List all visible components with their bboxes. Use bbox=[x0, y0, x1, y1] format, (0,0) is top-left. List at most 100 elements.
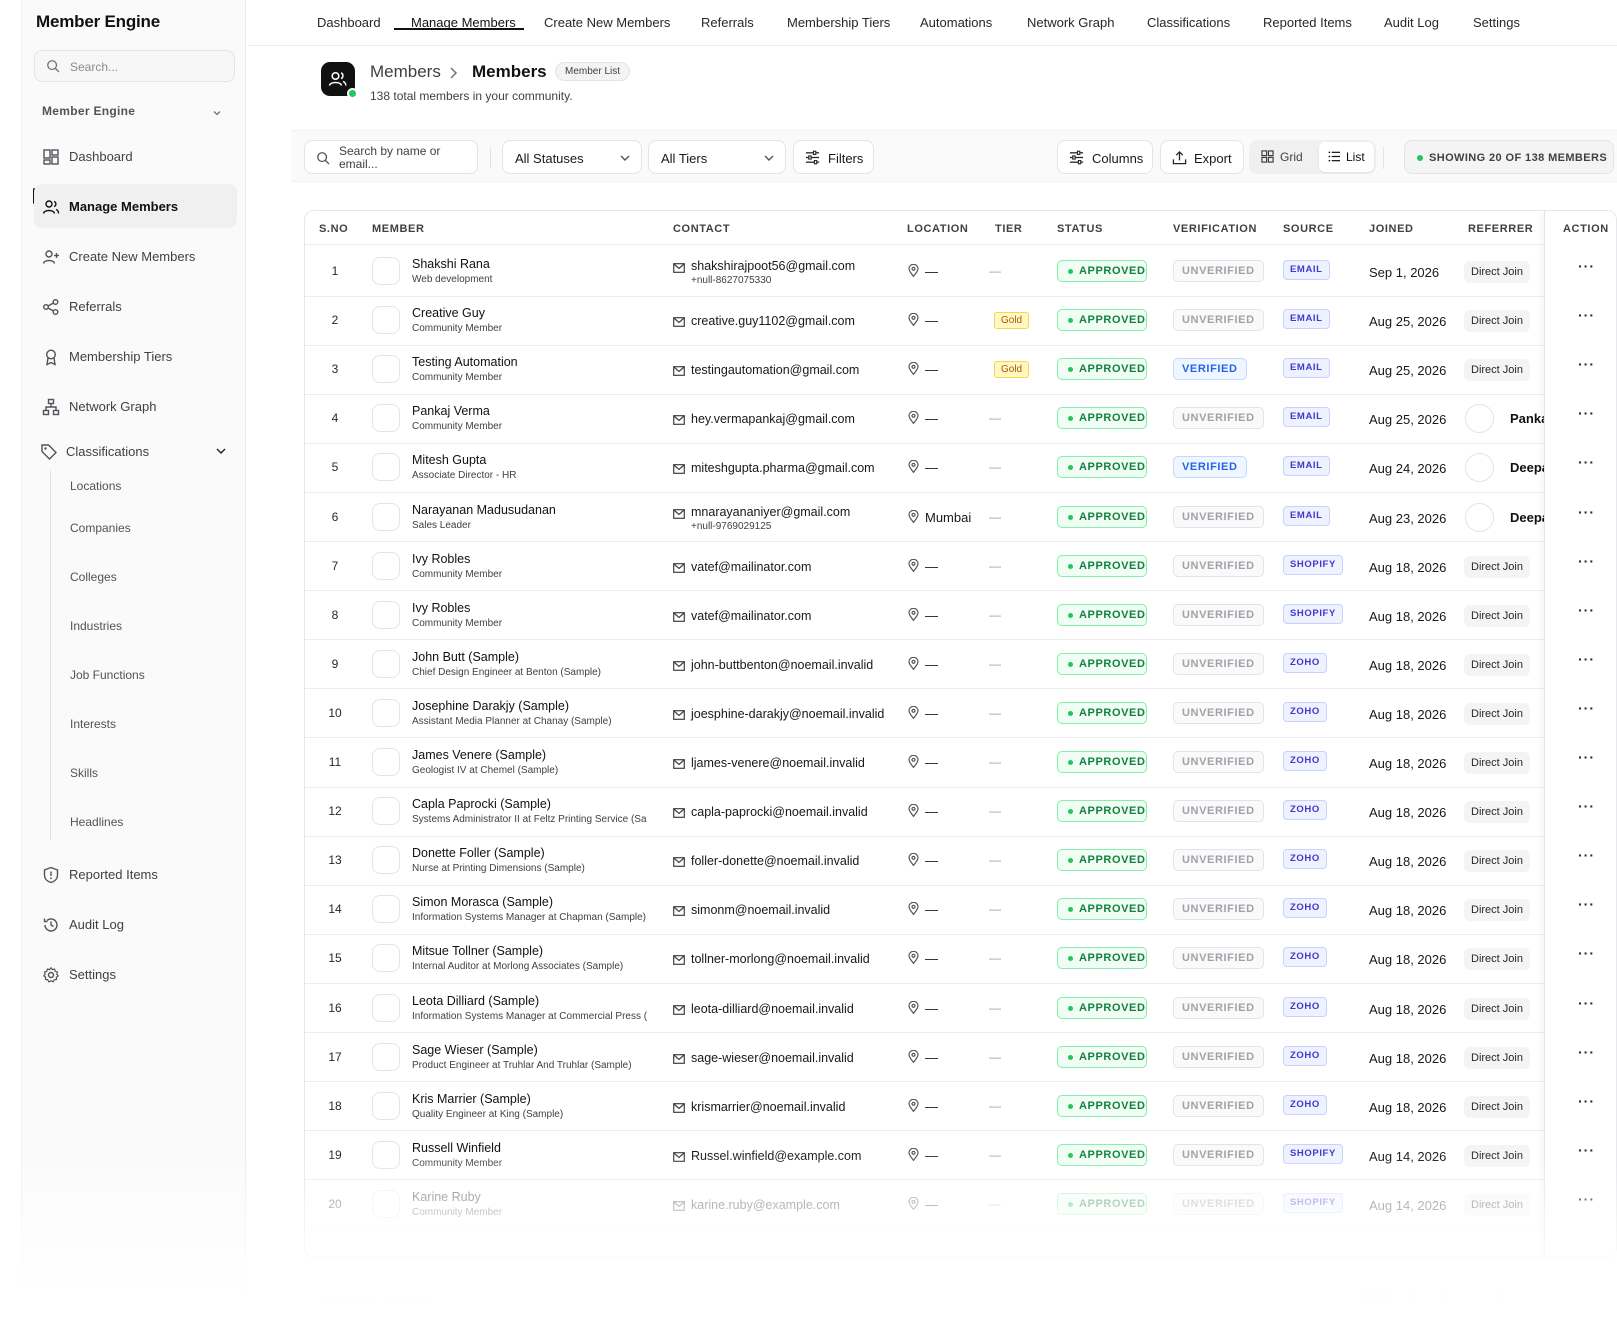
sidebar-subitem-job-functions[interactable]: Job Functions bbox=[70, 668, 145, 682]
more-actions-icon[interactable]: ··· bbox=[1578, 798, 1595, 815]
sidebar-item-manage-members[interactable]: Manage Members bbox=[34, 184, 237, 228]
table-row[interactable]: 16 Leota Dilliard (Sample) Information Sys… bbox=[305, 983, 1616, 1034]
table-row[interactable]: 20 Karine Ruby Community Member karine.ruby… bbox=[305, 1179, 1616, 1230]
avatar[interactable] bbox=[372, 748, 400, 776]
member-email[interactable]: testingautomation@gmail.com bbox=[691, 363, 860, 378]
table-row[interactable]: 5 Mitesh Gupta Associate Director - HR mite… bbox=[305, 442, 1616, 493]
member-name[interactable]: Shakshi Rana bbox=[412, 257, 490, 271]
avatar[interactable] bbox=[372, 1189, 400, 1218]
table-row[interactable]: 12 Capla Paprocki (Sample) Systems Adminis… bbox=[305, 786, 1616, 837]
member-name[interactable]: Ivy Robles bbox=[412, 600, 471, 615]
member-email[interactable]: krismarrier@noemail.invalid bbox=[691, 1099, 846, 1114]
member-email[interactable]: karine.ruby@example.com bbox=[691, 1197, 840, 1212]
more-actions-icon[interactable]: ··· bbox=[1578, 601, 1595, 618]
table-row[interactable]: 3 Testing Automation Community Member testi… bbox=[305, 344, 1616, 395]
table-row[interactable]: 8 Ivy Robles Community Member vatef@mailina… bbox=[305, 590, 1616, 641]
table-row[interactable]: 7 Ivy Robles Community Member vatef@mailina… bbox=[305, 541, 1616, 592]
avatar[interactable] bbox=[372, 1042, 400, 1071]
list-view-button[interactable]: List bbox=[1319, 142, 1374, 172]
member-search-input[interactable]: Search by name or email... bbox=[304, 140, 478, 174]
member-name[interactable]: Testing Automation bbox=[412, 355, 518, 370]
avatar[interactable] bbox=[372, 404, 400, 433]
more-actions-icon[interactable]: ··· bbox=[1578, 945, 1595, 962]
table-row[interactable]: 9 John Butt (Sample) Chief Design Engineer… bbox=[305, 639, 1616, 690]
member-email[interactable]: Russel.winfield@example.com bbox=[691, 1148, 862, 1163]
table-row[interactable]: 1 Shakshi Rana Web development shakshirajpo… bbox=[305, 246, 1616, 297]
member-name[interactable]: John Butt (Sample) bbox=[412, 649, 519, 664]
member-email[interactable]: vatef@mailinator.com bbox=[691, 559, 812, 574]
sidebar-item-dashboard[interactable]: Dashboard bbox=[34, 134, 237, 178]
tab-automations[interactable]: Automations bbox=[920, 15, 993, 30]
table-row[interactable]: 15 Mitsue Tollner (Sample) Internal Audito… bbox=[305, 933, 1616, 984]
member-email[interactable]: vatef@mailinator.com bbox=[691, 608, 812, 623]
sidebar-item-membership-tiers[interactable]: Membership Tiers bbox=[34, 334, 237, 378]
member-name[interactable]: James Venere (Sample) bbox=[412, 748, 547, 762]
page-button-last[interactable]: 7 bbox=[1494, 1290, 1501, 1304]
avatar[interactable] bbox=[372, 453, 400, 482]
more-actions-icon[interactable]: ··· bbox=[1578, 258, 1595, 274]
sidebar-group-header[interactable]: Member Engine bbox=[42, 104, 222, 118]
avatar[interactable] bbox=[372, 1140, 400, 1169]
avatar[interactable] bbox=[372, 649, 400, 678]
tab-audit-log[interactable]: Audit Log bbox=[1384, 15, 1439, 30]
referrer-name[interactable]: Deepa bbox=[1510, 460, 1550, 476]
more-actions-icon[interactable]: ··· bbox=[1578, 503, 1595, 520]
member-name[interactable]: Simon Morasca (Sample) bbox=[412, 895, 554, 910]
more-actions-icon[interactable]: ··· bbox=[1578, 847, 1595, 864]
table-row[interactable]: 19 Russell Winfield Community Member Russel… bbox=[305, 1130, 1616, 1181]
avatar[interactable] bbox=[372, 257, 400, 285]
table-row[interactable]: 6 Narayanan Madusudanan Sales Leader mnaray… bbox=[305, 492, 1616, 543]
more-actions-icon[interactable]: ··· bbox=[1578, 405, 1595, 422]
tab-settings[interactable]: Settings bbox=[1473, 15, 1520, 30]
member-name[interactable]: Donette Foller (Sample) bbox=[412, 846, 545, 861]
member-email[interactable]: tollner-morlong@noemail.invalid bbox=[691, 952, 870, 967]
more-actions-icon[interactable]: ··· bbox=[1578, 1043, 1595, 1060]
member-name[interactable]: Narayanan Madusudanan bbox=[412, 502, 556, 517]
col-header-member[interactable]: MEMBER bbox=[372, 223, 425, 235]
avatar[interactable] bbox=[372, 551, 400, 580]
filters-button[interactable]: Filters bbox=[793, 140, 874, 174]
more-actions-icon[interactable]: ··· bbox=[1578, 1190, 1595, 1207]
col-header-tier[interactable]: TIER bbox=[995, 223, 1023, 235]
member-name[interactable]: Capla Paprocki (Sample) bbox=[412, 797, 551, 812]
member-email[interactable]: john-buttbenton@noemail.invalid bbox=[691, 657, 874, 672]
col-header-joined[interactable]: JOINED bbox=[1369, 223, 1414, 235]
sidebar-subitem-companies[interactable]: Companies bbox=[70, 521, 131, 535]
tier-filter-select[interactable]: All Tiers bbox=[648, 140, 786, 174]
tab-network-graph[interactable]: Network Graph bbox=[1027, 15, 1115, 30]
avatar[interactable] bbox=[372, 502, 400, 531]
referrer-avatar[interactable] bbox=[1465, 453, 1494, 483]
table-row[interactable]: 14 Simon Morasca (Sample) Information Syst… bbox=[305, 884, 1616, 935]
member-email[interactable]: creative.guy1102@gmail.com bbox=[691, 314, 855, 329]
table-row[interactable]: 2 Creative Guy Community Member creative.gu… bbox=[305, 295, 1616, 346]
tab-classifications[interactable]: Classifications bbox=[1147, 15, 1231, 30]
member-name[interactable]: Creative Guy bbox=[412, 306, 485, 321]
member-name[interactable]: Ivy Robles bbox=[412, 551, 471, 566]
avatar[interactable] bbox=[372, 355, 400, 384]
avatar[interactable] bbox=[372, 944, 400, 973]
avatar[interactable] bbox=[372, 993, 400, 1022]
more-actions-icon[interactable]: ··· bbox=[1578, 749, 1595, 765]
table-row[interactable]: 13 Donette Foller (Sample) Nurse at Printi… bbox=[305, 835, 1616, 886]
more-actions-icon[interactable]: ··· bbox=[1578, 650, 1595, 667]
next-page-icon[interactable]: › bbox=[1525, 1290, 1529, 1304]
avatar[interactable] bbox=[372, 600, 400, 629]
referrer-avatar[interactable] bbox=[1465, 404, 1494, 434]
page-button-1[interactable]: 1 bbox=[1362, 1288, 1390, 1314]
member-name[interactable]: Karine Ruby bbox=[412, 1189, 481, 1204]
member-email[interactable]: capla-paprocki@noemail.invalid bbox=[691, 805, 868, 820]
columns-button[interactable]: Columns bbox=[1057, 140, 1153, 174]
member-email[interactable]: joesphine-darakjy@noemail.invalid bbox=[691, 706, 885, 721]
col-header-status[interactable]: STATUS bbox=[1057, 223, 1103, 235]
member-email[interactable]: simonm@noemail.invalid bbox=[691, 903, 831, 918]
grid-view-button[interactable]: Grid bbox=[1252, 142, 1318, 172]
more-actions-icon[interactable]: ··· bbox=[1578, 1141, 1595, 1158]
sidebar-subitem-locations[interactable]: Locations bbox=[70, 479, 122, 493]
avatar[interactable] bbox=[372, 306, 400, 335]
tab-manage-members[interactable]: Manage Members bbox=[411, 15, 516, 30]
avatar[interactable] bbox=[372, 846, 400, 875]
sidebar-subitem-colleges[interactable]: Colleges bbox=[70, 570, 117, 584]
sidebar-item-create-new-members[interactable]: Create New Members bbox=[34, 234, 237, 278]
breadcrumb-parent[interactable]: Members bbox=[370, 62, 441, 81]
sidebar-item-audit-log[interactable]: Audit Log bbox=[34, 902, 237, 946]
